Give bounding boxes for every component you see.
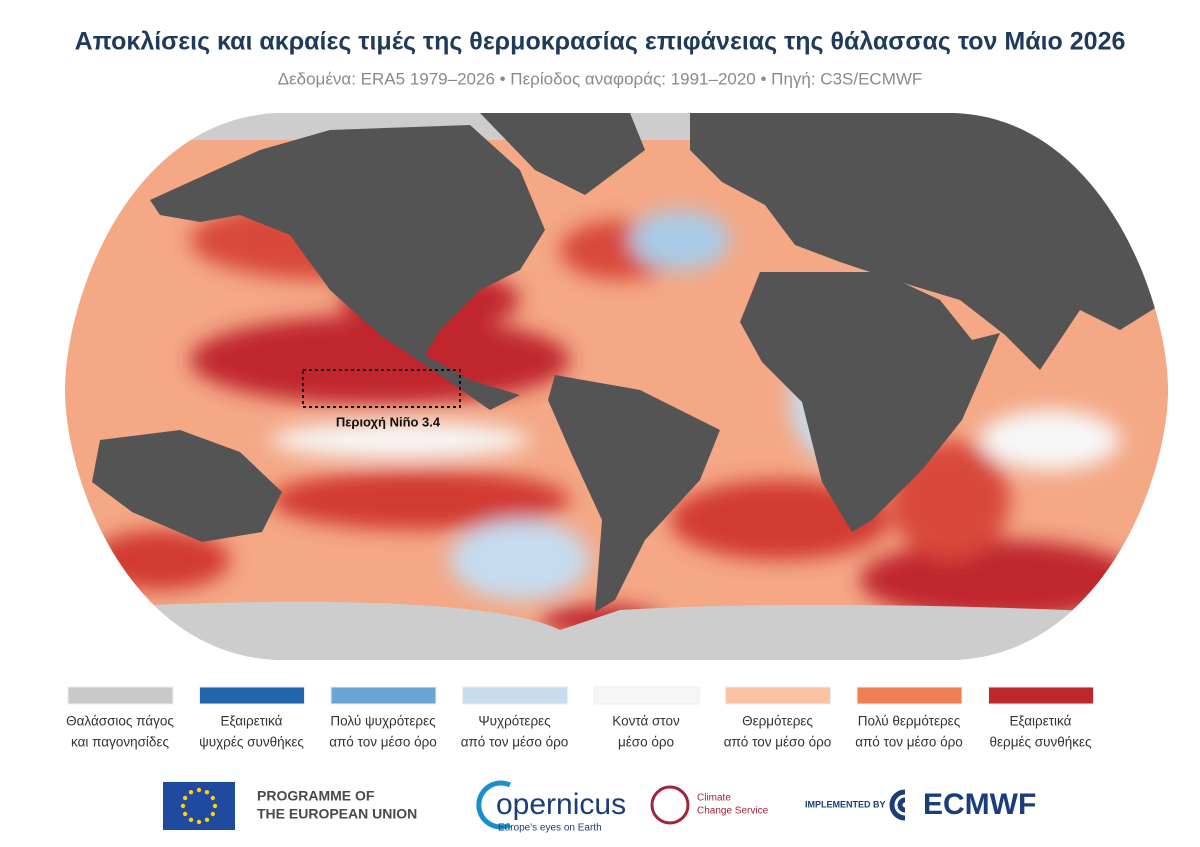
eu-star (196, 819, 202, 825)
eu-star (188, 789, 194, 795)
eu-star (210, 811, 216, 817)
eu-star (182, 795, 188, 801)
legend-label: από τον μέσο όρο (461, 735, 569, 750)
eu-star (212, 803, 218, 809)
legend-swatch (199, 686, 305, 705)
legend-label: Εξαιρετικά (1010, 714, 1072, 729)
legend-swatch (462, 686, 568, 705)
eu-star (204, 789, 210, 795)
eu-text: THE EUROPEAN UNION (257, 806, 417, 822)
legend-label: Πολύ ψυχρότερες (330, 714, 436, 729)
copernicus-tagline: Europe's eyes on Earth (498, 823, 602, 834)
ecmwf-text: ECMWF (923, 788, 1036, 821)
legend-label: μέσο όρο (618, 735, 674, 750)
eu-star (182, 811, 188, 817)
legend: Θαλάσσιος πάγος και παγονησίδες Εξαιρετικά… (66, 686, 1094, 750)
eu-star (196, 787, 202, 793)
nino-box (302, 369, 461, 408)
c3s-text: Climate (697, 793, 731, 804)
c3s-logo: Climate Change Service (650, 785, 769, 825)
eu-star (188, 817, 194, 823)
eu-star (210, 795, 216, 801)
eu-star (204, 817, 210, 823)
legend-label: Εξαιρετικά (221, 714, 283, 729)
legend-label: από τον μέσο όρο (724, 735, 832, 750)
legend-label: και παγονησίδες (71, 735, 169, 750)
legend-label: Ψυχρότερες (478, 714, 551, 729)
legend-label: Πολύ θερμότερες (858, 714, 961, 729)
legend-label: θερμές συνθήκες (989, 735, 1092, 750)
legend-label: από τον μέσο όρο (329, 735, 437, 750)
legend-swatch (856, 686, 963, 705)
legend-swatch (593, 686, 700, 705)
eu-logo: PROGRAMME OF THE EUROPEAN UNION (163, 782, 417, 830)
c3s-text: Change Service (697, 806, 769, 817)
legend-label: ψυχρές συνθήκες (199, 735, 304, 750)
legend-label: Θαλάσσιος πάγος (66, 714, 174, 729)
title: Αποκλίσεις και ακραίες τιμές της θερμοκρ… (75, 28, 1126, 56)
map (65, 113, 1168, 660)
copernicus-logo: opernicus Europe's eyes on Earth (476, 780, 626, 834)
legend-swatch (988, 686, 1094, 705)
legend-label: Κοντά στον (612, 714, 680, 729)
ecmwf-logo: IMPLEMENTED BY ECMWF (805, 788, 1036, 821)
copernicus-text: opernicus (496, 788, 626, 821)
subtitle: Δεδομένα: ERA5 1979–2026 • Περίοδος αναφ… (278, 69, 923, 88)
legend-swatch (725, 686, 831, 705)
legend-label: Θερμότερες (742, 714, 813, 729)
legend-swatch (330, 686, 437, 705)
eu-text: PROGRAMME OF (257, 788, 375, 804)
legend-label: από τον μέσο όρο (855, 735, 963, 750)
legend-swatch (67, 686, 174, 705)
implemented-text: IMPLEMENTED BY (805, 799, 886, 809)
nino-label: Περιοχή Niño 3.4 (336, 414, 441, 429)
eu-star (180, 803, 186, 809)
